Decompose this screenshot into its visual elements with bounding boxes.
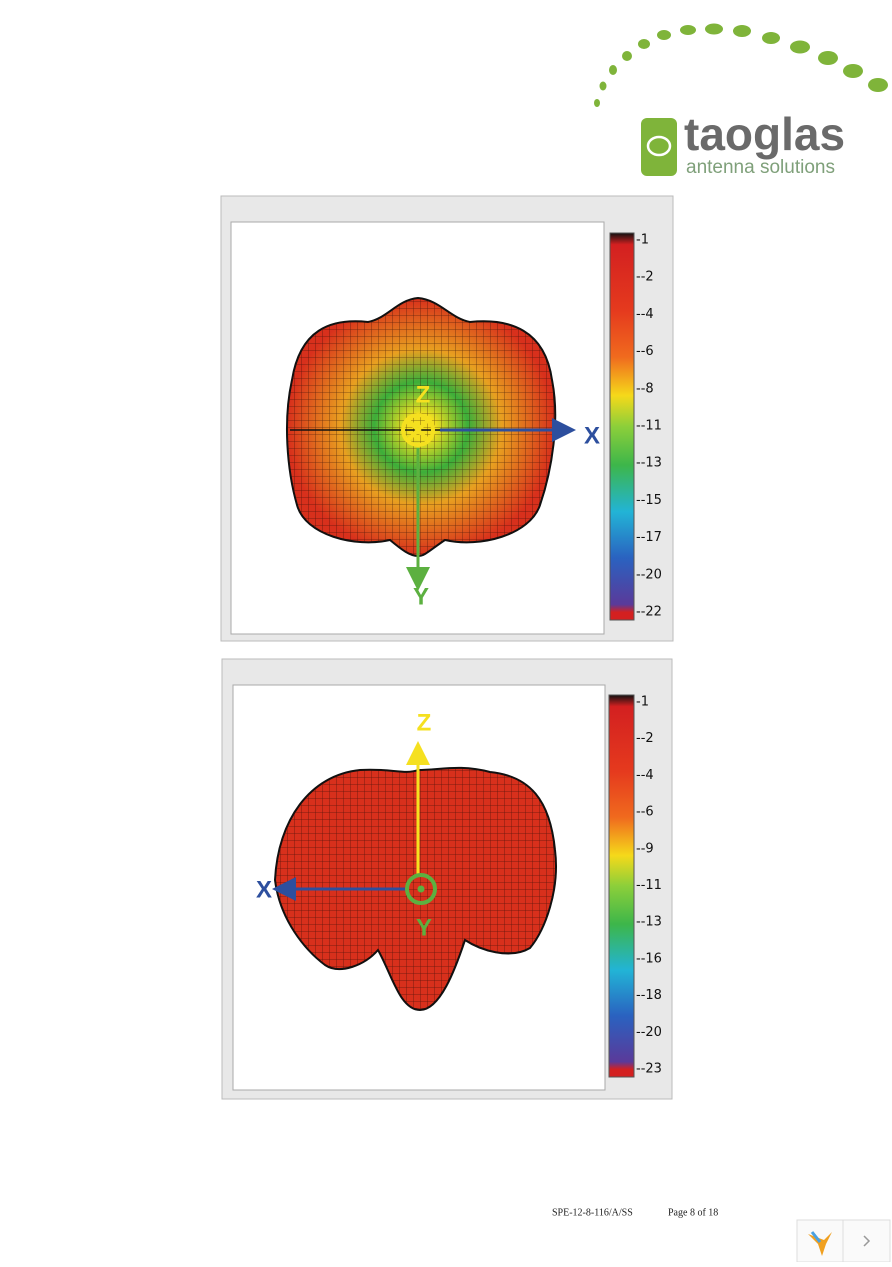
logo-tagline: antenna solutions xyxy=(686,157,835,178)
scale-label: --23 xyxy=(636,1062,662,1077)
scale-label: --11 xyxy=(636,878,662,893)
scale-label: -1 xyxy=(636,695,649,710)
y-out-symbol xyxy=(405,873,437,905)
scale-label: --18 xyxy=(636,988,662,1003)
scale-label: --8 xyxy=(636,381,654,396)
scale-label: --4 xyxy=(636,307,654,322)
viewer-icon-stroke xyxy=(810,1231,822,1243)
logo-e xyxy=(646,135,672,157)
page-number: Page 8 of 18 xyxy=(668,1207,718,1218)
axis-label: Y xyxy=(413,583,429,610)
color-scale xyxy=(609,232,635,621)
pattern-mesh xyxy=(275,767,556,1010)
viewer-icon xyxy=(808,1232,832,1256)
z-into-symbol xyxy=(401,413,435,447)
scale-label: --13 xyxy=(636,456,662,471)
scale-label: --9 xyxy=(636,841,654,856)
scale-label: --15 xyxy=(636,493,662,508)
scale-label: --20 xyxy=(636,1025,662,1040)
axis-label: Z xyxy=(417,709,432,736)
scale-label: --13 xyxy=(636,915,662,930)
logo-mark xyxy=(641,118,677,176)
scale-label: --4 xyxy=(636,768,654,783)
scale-label: --6 xyxy=(636,344,654,359)
y-dot xyxy=(417,885,425,893)
scale-label: --20 xyxy=(636,567,662,582)
scale-label: --2 xyxy=(636,270,654,285)
scale-label: --11 xyxy=(636,419,662,434)
scale-label: --17 xyxy=(636,530,662,545)
scale-label: -1 xyxy=(636,233,649,248)
axis-label: Y xyxy=(416,914,432,941)
scale-label: --6 xyxy=(636,805,654,820)
scale-label: --22 xyxy=(636,605,662,620)
axis-label: Z xyxy=(416,381,431,408)
color-scale xyxy=(608,694,635,1078)
scale-label: --2 xyxy=(636,731,654,746)
axis-label: X xyxy=(256,876,272,903)
figure: Z X Y -1 --2 --4 --6 --9 --11 --13 --16 --18 --20… xyxy=(221,658,673,1100)
scale-labels: -1 --2 --4 --6 --8 --11 --13 --15 --17 --20 --22 xyxy=(636,233,662,620)
z-cross xyxy=(406,418,430,442)
scale-label: --16 xyxy=(636,951,662,966)
scale-labels: -1 --2 --4 --6 --9 --11 --13 --16 --18 --20 --23 xyxy=(636,695,662,1077)
figure: Z X Y -1 --2 --4 --6 --8 --11 --13 --15 --17 --20… xyxy=(220,195,674,642)
viewer-widget xyxy=(796,1219,891,1263)
axis-label: X xyxy=(584,422,600,449)
doc-id: SPE-12-8-116/A/SS xyxy=(552,1207,633,1218)
next-button[interactable] xyxy=(842,1219,891,1263)
logo-dots xyxy=(594,23,888,107)
logo-name: taoglas xyxy=(684,108,845,160)
next-chevron xyxy=(863,1235,871,1247)
logo: taoglas antenna solutions xyxy=(594,23,888,178)
